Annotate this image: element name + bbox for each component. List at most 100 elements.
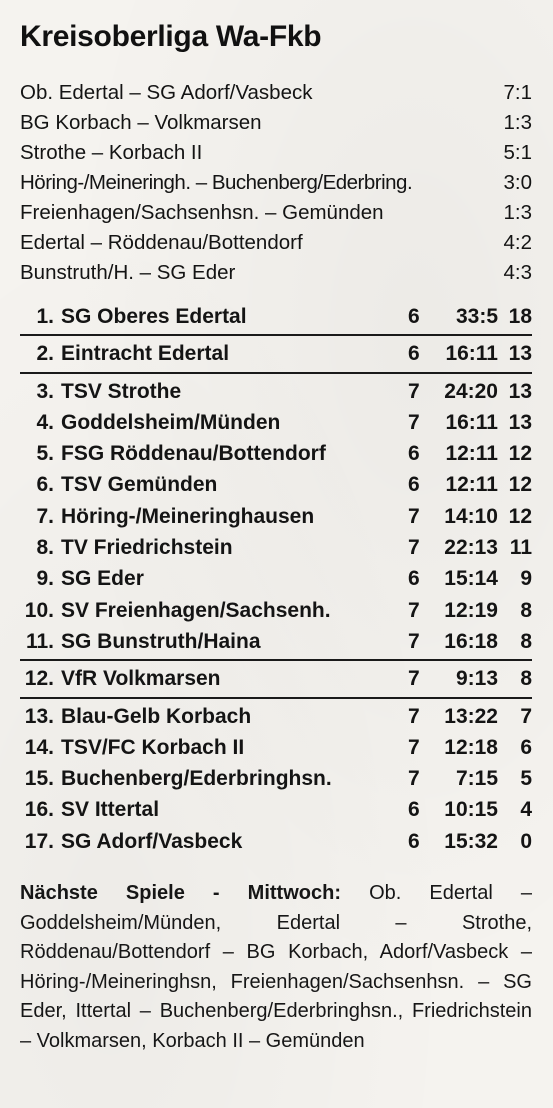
table-games: 6: [408, 473, 420, 497]
table-goals: 12:11: [445, 473, 498, 497]
results-list: Ob. Edertal – SG Adorf/Vasbeck 7:1 BG Ko…: [20, 78, 532, 288]
table-points: 9: [520, 567, 532, 591]
table-rank: 13.: [24, 704, 54, 728]
table-points: 8: [520, 629, 532, 653]
result-score: 4:2: [503, 231, 533, 254]
table-goals: 16:18: [444, 629, 498, 653]
result-score: 4:3: [503, 261, 533, 284]
table-divider: [20, 696, 532, 699]
result-row: Bunstruth/H. – SG Eder 4:3: [20, 258, 532, 288]
result-match: Höring-/Meineringh. – Buchenberg/Ederbri…: [20, 171, 413, 194]
table-goals: 12:18: [444, 735, 498, 759]
table-goals: 10:15: [444, 798, 498, 822]
table-row: 3. TSV Strothe 7 24:20 13: [20, 376, 532, 407]
table-goals: 16:11: [445, 410, 498, 434]
table-rank: 16.: [24, 798, 54, 822]
table-rank: 2.: [36, 342, 54, 366]
table-games: 7: [408, 504, 420, 528]
table-points: 11: [509, 536, 532, 560]
table-team: Höring-/Meineringhausen: [61, 504, 315, 528]
result-match: Bunstruth/H. – SG Eder: [20, 261, 236, 284]
table-team: TSV/FC Korbach II: [61, 735, 245, 759]
table-team: Eintracht Edertal: [61, 342, 230, 366]
table-rank: 15.: [24, 767, 54, 791]
table-points: 8: [520, 667, 532, 691]
table-rank: 3.: [36, 379, 54, 403]
result-match: Edertal – Röddenau/Bottendorf: [20, 231, 303, 254]
table-row: 8. TV Friedrichstein 7 22:13 11: [20, 532, 532, 563]
league-table: 1. SG Oberes Edertal 6 33:5 18 2. Eintra…: [20, 301, 532, 857]
table-points: 13: [508, 342, 532, 366]
table-rank: 6.: [36, 473, 54, 497]
table-games: 6: [408, 567, 420, 591]
table-rank: 11.: [25, 629, 54, 653]
result-match: Freienhagen/Sachsenhsn. – Gemünden: [20, 201, 384, 224]
table-games: 6: [408, 342, 420, 366]
table-team: SG Eder: [61, 567, 144, 591]
result-row: Strothe – Korbach II 5:1: [20, 138, 532, 168]
table-games: 7: [408, 598, 420, 622]
table-team: FSG Röddenau/Bottendorf: [61, 442, 326, 466]
table-row: 7. Höring-/Meineringhausen 7 14:10 12: [20, 501, 532, 532]
table-team: SG Oberes Edertal: [61, 305, 247, 328]
table-row: 9. SG Eder 6 15:14 9: [20, 563, 532, 594]
table-rank: 7.: [36, 504, 54, 528]
table-games: 7: [408, 410, 420, 434]
result-score: 1:3: [503, 111, 533, 134]
table-row: 1. SG Oberes Edertal 6 33:5 18: [20, 301, 532, 332]
table-divider: [20, 334, 532, 337]
table-goals: 13:22: [444, 704, 498, 728]
next-games: Nächste Spiele - Mittwoch: Ob. Edertal –…: [20, 879, 532, 1057]
table-points: 12: [508, 504, 532, 528]
result-row: BG Korbach – Volkmarsen 1:3: [20, 108, 532, 138]
table-goals: 12:11: [445, 442, 498, 466]
result-match: BG Korbach – Volkmarsen: [20, 111, 262, 134]
table-points: 7: [520, 704, 532, 728]
result-score: 1:3: [503, 201, 533, 224]
table-row: 6. TSV Gemünden 6 12:11 12: [20, 469, 532, 500]
table-games: 6: [408, 829, 420, 853]
table-points: 4: [520, 798, 532, 822]
table-points: 5: [520, 767, 532, 791]
table-team: SG Adorf/Vasbeck: [61, 829, 243, 853]
table-row: 12. VfR Volkmarsen 7 9:13 8: [20, 663, 532, 694]
table-team: Goddelsheim/Münden: [61, 410, 281, 434]
table-team: TV Friedrichstein: [61, 536, 233, 560]
result-match: Ob. Edertal – SG Adorf/Vasbeck: [20, 81, 313, 104]
table-rank: 8.: [36, 536, 54, 560]
table-team: Buchenberg/Ederbringhsn.: [61, 767, 332, 791]
table-goals: 12:19: [444, 598, 498, 622]
table-team: SV Freienhagen/Sachsenh.: [61, 598, 331, 622]
next-games-label: Nächste Spiele - Mittwoch:: [20, 882, 341, 904]
table-points: 0: [520, 829, 532, 853]
table-row: 13. Blau-Gelb Korbach 7 13:22 7: [20, 701, 532, 732]
table-rank: 4.: [36, 410, 54, 434]
table-games: 7: [408, 767, 420, 791]
table-games: 7: [408, 704, 420, 728]
table-points: 13: [508, 379, 532, 403]
table-team: SG Bunstruth/Haina: [61, 629, 261, 653]
table-games: 7: [408, 379, 420, 403]
table-rank: 10.: [24, 598, 54, 622]
table-games: 7: [408, 629, 420, 653]
table-row: 16. SV Ittertal 6 10:15 4: [20, 794, 532, 825]
table-games: 7: [408, 536, 420, 560]
table-row: 2. Eintracht Edertal 6 16:11 13: [20, 338, 532, 369]
table-games: 7: [408, 735, 420, 759]
result-row: Freienhagen/Sachsenhsn. – Gemünden 1:3: [20, 198, 532, 228]
table-goals: 24:20: [444, 379, 498, 403]
table-row: 4. Goddelsheim/Münden 7 16:11 13: [20, 407, 532, 438]
table-games: 6: [408, 798, 420, 822]
result-score: 7:1: [503, 81, 533, 104]
table-row: 5. FSG Röddenau/Bottendorf 6 12:11 12: [20, 438, 532, 469]
table-row: 11. SG Bunstruth/Haina 7 16:18 8: [20, 626, 532, 657]
table-goals: 15:32: [444, 829, 498, 853]
result-score: 5:1: [503, 141, 533, 164]
table-games: 6: [408, 305, 420, 328]
table-team: VfR Volkmarsen: [61, 667, 221, 691]
result-score: 3:0: [503, 171, 533, 194]
table-divider: [20, 659, 532, 662]
table-goals: 16:11: [445, 342, 498, 366]
table-goals: 22:13: [444, 536, 498, 560]
table-divider: [20, 371, 532, 374]
